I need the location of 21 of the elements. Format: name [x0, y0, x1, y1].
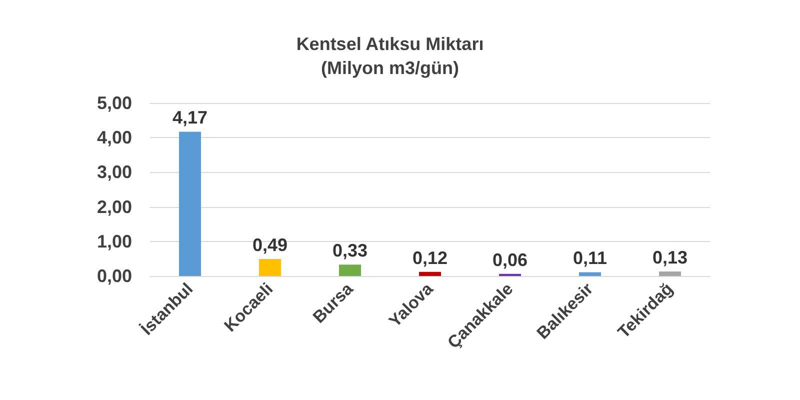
y-tick-label: 0,00 [96, 266, 132, 286]
data-label: 0,11 [572, 248, 608, 268]
data-label: 0,12 [412, 248, 448, 268]
bar [419, 272, 441, 276]
bar [259, 259, 281, 276]
y-tick-label: 4,00 [96, 128, 132, 148]
y-tick-label: 1,00 [96, 231, 132, 252]
bar [659, 272, 681, 276]
chart-title: Kentsel Atıksu Miktarı [296, 34, 484, 54]
data-label: 0,13 [652, 248, 688, 268]
y-tick-label: 5,00 [96, 93, 132, 113]
chart-subtitle: (Milyon m3/gün) [321, 58, 459, 78]
y-tick-label: 2,00 [96, 196, 132, 217]
bar [339, 264, 361, 276]
bar [579, 272, 601, 276]
data-label: 4,17 [172, 108, 208, 128]
data-label: 0,49 [252, 235, 288, 256]
bar [179, 132, 201, 276]
data-label: 0,33 [332, 240, 368, 261]
data-label: 0,06 [492, 250, 528, 270]
y-tick-label: 3,00 [96, 162, 132, 182]
